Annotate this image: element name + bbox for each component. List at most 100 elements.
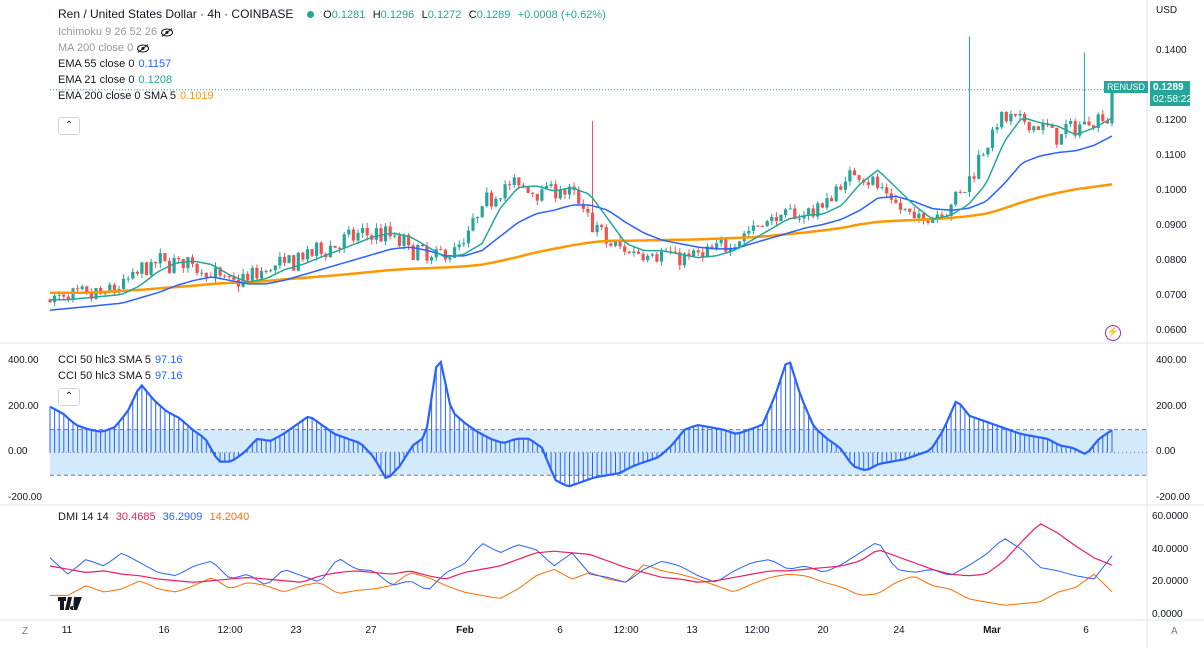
candle-body (328, 245, 332, 258)
candle-body (103, 292, 107, 294)
candle-body (108, 284, 112, 293)
candle-body (590, 212, 595, 233)
candle-body (977, 154, 981, 179)
candle-body (751, 225, 755, 231)
candle-body (595, 224, 599, 233)
market-status-dot (306, 11, 314, 19)
candle-body (131, 271, 135, 279)
candle-body (204, 272, 208, 277)
candle-body (485, 192, 489, 207)
candle-body (158, 253, 162, 264)
cci-tick-right: 400.00 (1156, 355, 1187, 366)
ohlc-low-label: L (421, 9, 428, 21)
dmi-tick: 20.0000 (1152, 576, 1189, 588)
price-tick: 0.0600 (1156, 325, 1187, 337)
candle-body (609, 243, 613, 246)
cci-legend-1[interactable]: CCI 50 hlc3 SMA 5 97.16 (58, 352, 186, 368)
candle-body (687, 253, 691, 257)
collapse-legend-button[interactable]: ⌃ (58, 117, 80, 135)
currency-label[interactable]: USD (1156, 5, 1178, 16)
candle-body (494, 198, 498, 207)
candle-body (439, 249, 443, 251)
candle-body (885, 187, 889, 194)
candle-body (972, 176, 976, 179)
candle-body (407, 234, 411, 246)
candle-body (715, 243, 719, 250)
candle-body (1055, 127, 1059, 145)
candle-body (765, 221, 769, 227)
ema200-value: 0.1019 (180, 90, 214, 102)
candle-body (195, 263, 199, 273)
candle-body (623, 246, 627, 252)
candle-body (871, 176, 875, 185)
candle-body (269, 270, 273, 272)
ema21-legend[interactable]: EMA 21 close 0 0.1208 (58, 72, 218, 88)
time-tick: 12:00 (613, 625, 639, 636)
candle-body (305, 249, 310, 260)
candle-body (342, 234, 346, 249)
auto-scale-button[interactable]: A (1171, 626, 1178, 637)
dmi-minus-di-line (50, 564, 1113, 606)
ema200-label: EMA 200 close 0 SMA 5 (58, 90, 177, 102)
cci-label-2: CCI 50 hlc3 SMA 5 (58, 370, 151, 382)
candle-body (673, 251, 677, 253)
candle-body (448, 258, 452, 260)
zoom-reset-button[interactable]: Z (22, 626, 29, 637)
candle-body (1041, 123, 1045, 130)
candle-body (866, 182, 870, 185)
candle-body (586, 208, 590, 213)
time-tick: 24 (893, 625, 905, 636)
candle-body (430, 257, 434, 261)
ema200-legend[interactable]: EMA 200 close 0 SMA 5 0.1019 (58, 88, 218, 104)
candle-body (834, 186, 838, 202)
time-tick: 12:00 (744, 625, 770, 636)
candle-body (1096, 114, 1100, 128)
countdown-tag: 02:58:22 (1150, 93, 1192, 106)
candle-body (126, 278, 130, 280)
dmi-legend[interactable]: DMI 14 14 30.4685 36.2909 14.2040 (58, 509, 253, 525)
candle-body (549, 184, 553, 186)
ema21-line (50, 117, 1113, 301)
dmi-label: DMI 14 14 (58, 511, 109, 523)
ma200-legend[interactable]: MA 200 close 0 (58, 40, 218, 56)
ema55-legend[interactable]: EMA 55 close 0 0.1157 (58, 56, 218, 72)
candle-body (177, 258, 181, 260)
collapse-cci-legend-button[interactable]: ⌃ (58, 388, 80, 406)
candle-body (154, 262, 158, 264)
ema21-label: EMA 21 close 0 (58, 74, 135, 86)
candle-body (650, 254, 654, 256)
candle-body (333, 245, 337, 248)
ohlc-high-label: H (372, 9, 381, 21)
cci-tick-left: -200.00 (8, 492, 42, 504)
ohlc-close-label: C (468, 9, 477, 21)
candle-body (779, 215, 783, 222)
candle-body (361, 228, 365, 233)
candle-body (636, 251, 641, 254)
ichimoku-legend[interactable]: Ichimoku 9 26 52 26 (58, 24, 218, 40)
cci-legend-2[interactable]: CCI 50 hlc3 SMA 5 97.16 (58, 368, 186, 384)
candle-body (646, 255, 650, 261)
cci-tick-right: 200.00 (1156, 400, 1187, 412)
candle-body (227, 276, 231, 277)
time-tick: 12:00 (217, 625, 243, 636)
hidden-eye-icon[interactable] (137, 43, 150, 53)
hidden-eye-icon[interactable] (161, 27, 174, 37)
candle-body (181, 259, 185, 269)
candle-body (526, 186, 530, 193)
candle-body (259, 271, 264, 279)
candle-body (917, 213, 921, 219)
candle-body (122, 278, 126, 289)
candle-body (411, 245, 415, 261)
candle-body (940, 214, 944, 217)
ohlc-change: +0.0008 (+0.62%) (517, 9, 606, 21)
candle-body (1032, 126, 1036, 131)
lightning-icon[interactable]: ⚡ (1105, 325, 1121, 341)
candle-body (296, 252, 300, 271)
candle-body (857, 175, 861, 180)
candle-body (733, 247, 737, 249)
candle-body (788, 208, 792, 210)
candle-body (393, 235, 397, 237)
price-tick: 0.0900 (1156, 220, 1187, 232)
symbol-title[interactable]: Ren / United States Dollar · 4h · COINBA… (58, 7, 294, 21)
